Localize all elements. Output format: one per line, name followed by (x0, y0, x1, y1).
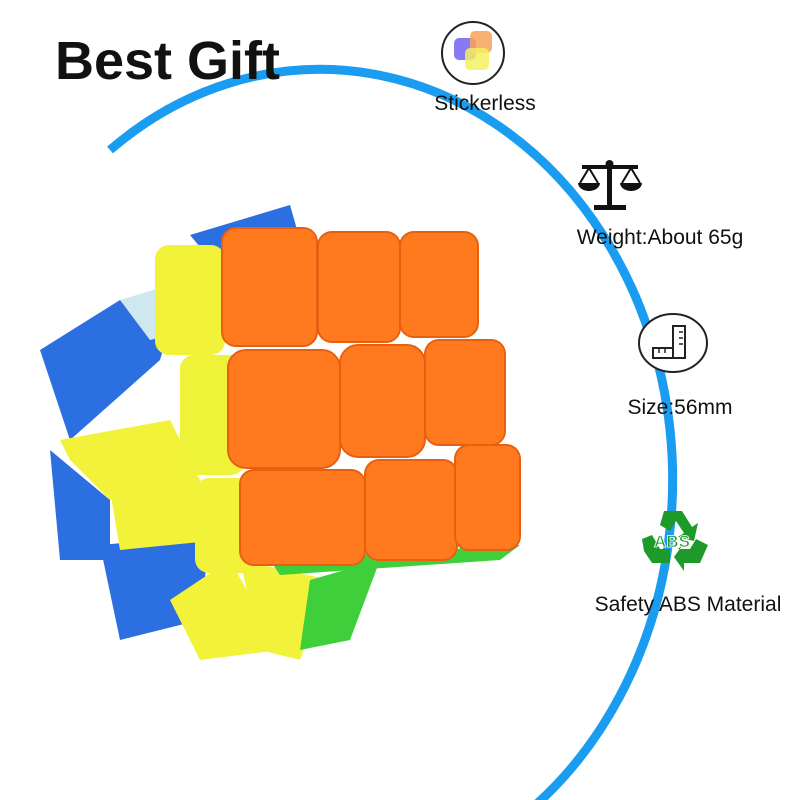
balance-scale-icon (578, 155, 642, 218)
speed-cube-image (40, 205, 521, 660)
abs-icon-text: ABS (654, 532, 690, 551)
feature-label-material: Safety ABS Material (594, 593, 782, 616)
stickerless-icon (440, 20, 506, 91)
headline: Best Gift (55, 31, 281, 91)
feature-label-stickerless: Stickerless (434, 92, 536, 115)
ruler-icon (637, 312, 709, 379)
recycle-abs-icon: ABS (634, 505, 712, 582)
decorative-arc (107, 64, 678, 800)
feature-label-size: Size:56mm (627, 396, 733, 419)
feature-label-weight: Weight:About 65g (576, 226, 744, 249)
